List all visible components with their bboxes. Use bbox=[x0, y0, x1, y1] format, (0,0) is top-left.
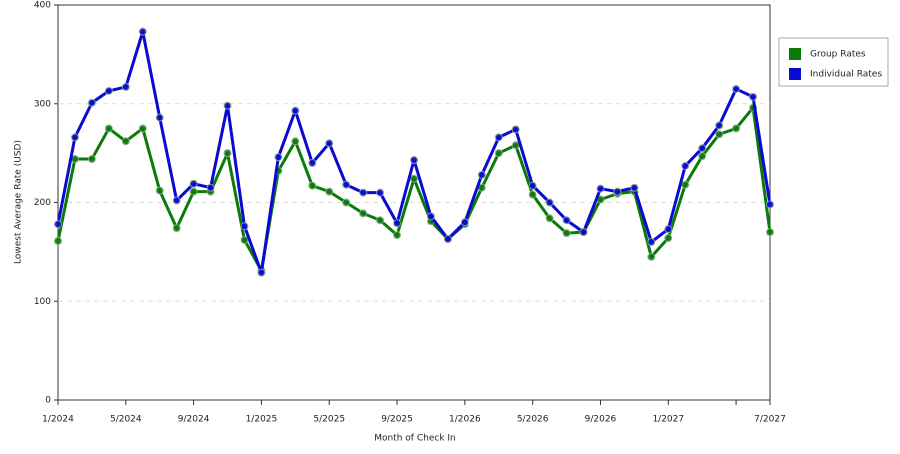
data-point bbox=[681, 180, 690, 189]
data-point bbox=[359, 188, 368, 197]
data-point bbox=[647, 252, 656, 261]
y-tick-label: 200 bbox=[34, 198, 51, 208]
y-tick-label: 300 bbox=[34, 99, 51, 109]
series-line bbox=[56, 106, 772, 273]
data-point bbox=[138, 124, 147, 133]
x-tick-label: 5/2024 bbox=[110, 415, 142, 425]
data-point bbox=[647, 238, 656, 246]
data-point bbox=[155, 113, 164, 122]
x-tick-label: 1/2027 bbox=[652, 415, 684, 425]
x-tick-label: 5/2025 bbox=[313, 415, 345, 425]
data-point bbox=[630, 183, 639, 192]
y-axis-label: Lowest Average Rate (USD) bbox=[14, 140, 24, 264]
data-point bbox=[766, 228, 774, 237]
data-point bbox=[443, 235, 452, 244]
data-point bbox=[240, 236, 249, 245]
data-point bbox=[54, 220, 62, 229]
data-point bbox=[257, 268, 266, 277]
data-point bbox=[664, 234, 673, 243]
data-point bbox=[138, 27, 147, 36]
y-tick-label: 100 bbox=[34, 297, 51, 307]
legend-label: Individual Rates bbox=[810, 70, 882, 80]
data-point bbox=[121, 82, 130, 91]
data-point bbox=[732, 84, 741, 93]
data-point bbox=[715, 130, 724, 139]
data-point bbox=[545, 214, 554, 223]
data-point bbox=[308, 181, 317, 190]
data-point bbox=[189, 187, 198, 196]
legend-label: Group Rates bbox=[810, 50, 866, 60]
x-tick-label: 7/2027 bbox=[754, 415, 786, 425]
data-point bbox=[698, 152, 707, 161]
data-point bbox=[410, 156, 418, 165]
x-tick-label: 9/2025 bbox=[381, 415, 413, 425]
data-point bbox=[70, 133, 79, 142]
data-point bbox=[749, 92, 758, 101]
data-point bbox=[732, 124, 741, 133]
x-tick-label: 5/2026 bbox=[517, 415, 549, 425]
data-point bbox=[121, 137, 130, 146]
data-point bbox=[291, 106, 300, 115]
x-tick-label: 1/2026 bbox=[449, 415, 481, 425]
data-point bbox=[410, 174, 418, 183]
data-point bbox=[342, 198, 351, 207]
data-point bbox=[715, 121, 724, 130]
x-tick-label: 1/2024 bbox=[42, 415, 74, 425]
data-point bbox=[545, 198, 554, 207]
y-tick-label: 0 bbox=[45, 396, 51, 406]
data-point bbox=[342, 180, 351, 189]
data-point bbox=[308, 159, 317, 167]
data-point bbox=[528, 181, 537, 190]
data-point bbox=[477, 170, 486, 179]
data-point bbox=[766, 200, 774, 209]
data-point bbox=[511, 141, 520, 150]
data-point bbox=[104, 124, 113, 133]
data-point bbox=[376, 216, 385, 225]
data-point bbox=[393, 219, 402, 228]
data-point bbox=[172, 224, 181, 233]
data-point bbox=[223, 101, 232, 110]
data-point bbox=[325, 139, 334, 148]
data-point bbox=[172, 196, 181, 205]
data-point bbox=[87, 155, 96, 164]
data-point bbox=[562, 216, 571, 225]
data-point bbox=[562, 229, 571, 238]
data-point bbox=[681, 161, 690, 170]
data-point bbox=[291, 137, 300, 146]
data-point bbox=[393, 231, 402, 240]
x-axis-label: Month of Check In bbox=[374, 434, 456, 444]
legend-swatch bbox=[789, 48, 801, 60]
data-point bbox=[223, 149, 232, 158]
data-point bbox=[494, 133, 503, 142]
x-tick-label: 9/2024 bbox=[178, 415, 210, 425]
data-point bbox=[426, 212, 435, 221]
data-point bbox=[87, 98, 96, 107]
x-tick-label: 9/2026 bbox=[585, 415, 617, 425]
data-point bbox=[698, 144, 707, 153]
data-point bbox=[206, 183, 215, 192]
data-point bbox=[274, 153, 283, 162]
legend-swatch bbox=[789, 68, 801, 80]
data-point bbox=[240, 222, 249, 231]
data-point bbox=[155, 186, 164, 195]
data-point bbox=[579, 228, 588, 237]
data-point bbox=[460, 218, 469, 227]
data-point bbox=[664, 225, 673, 234]
data-point bbox=[528, 190, 537, 199]
data-point bbox=[54, 237, 62, 246]
x-tick-label: 1/2025 bbox=[246, 415, 278, 425]
data-point bbox=[613, 187, 622, 196]
data-point bbox=[104, 86, 113, 95]
data-point bbox=[596, 184, 605, 193]
data-point bbox=[359, 209, 368, 218]
y-tick-label: 400 bbox=[34, 1, 51, 11]
data-point bbox=[189, 179, 198, 188]
data-point bbox=[511, 125, 520, 134]
data-point bbox=[376, 188, 385, 197]
series-line bbox=[56, 30, 772, 275]
data-point bbox=[325, 187, 334, 196]
data-point bbox=[494, 149, 503, 158]
